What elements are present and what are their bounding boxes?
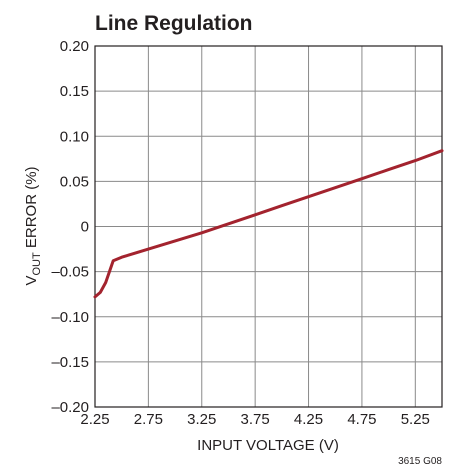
x-axis-label: INPUT VOLTAGE (V) (197, 437, 339, 454)
y-axis-label-rest: ERROR (%) (23, 166, 40, 252)
grid (95, 46, 442, 407)
x-tick-label: 2.75 (134, 411, 163, 428)
series-line (93, 149, 444, 299)
plot-frame (94, 45, 443, 408)
y-tick-label: 0.20 (60, 38, 89, 55)
y-tick-label: –0.20 (51, 399, 89, 416)
y-axis-label: VOUT ERROR (%) (23, 166, 43, 285)
figure-id: 3615 G08 (398, 456, 442, 467)
y-tick-label: –0.05 (51, 264, 89, 281)
y-tick-label: 0.10 (60, 128, 89, 145)
x-tick-label: 4.25 (294, 411, 323, 428)
x-tick-label: 3.75 (241, 411, 270, 428)
x-tick-label: 2.25 (80, 411, 109, 428)
series-layer (93, 149, 444, 299)
y-tick-label: 0.05 (60, 173, 89, 190)
x-tick-label: 3.25 (187, 411, 216, 428)
y-tick-label: 0 (81, 219, 89, 236)
y-tick-label: –0.10 (51, 309, 89, 326)
chart-title: Line Regulation (95, 12, 253, 35)
y-axis-label-sub: OUT (31, 252, 43, 276)
y-tick-labels: 0.20 0.15 0.10 0.05 0 –0.05 –0.10 –0.15 –0.20 (51, 38, 89, 416)
x-tick-labels: 2.25 2.75 3.25 3.75 4.25 4.75 5.25 (80, 411, 430, 428)
x-tick-label: 5.25 (401, 411, 430, 428)
x-tick-label: 4.75 (347, 411, 376, 428)
y-tick-label: –0.15 (51, 354, 89, 371)
y-axis-label-main: V (23, 276, 40, 286)
y-tick-label: 0.15 (60, 83, 89, 100)
